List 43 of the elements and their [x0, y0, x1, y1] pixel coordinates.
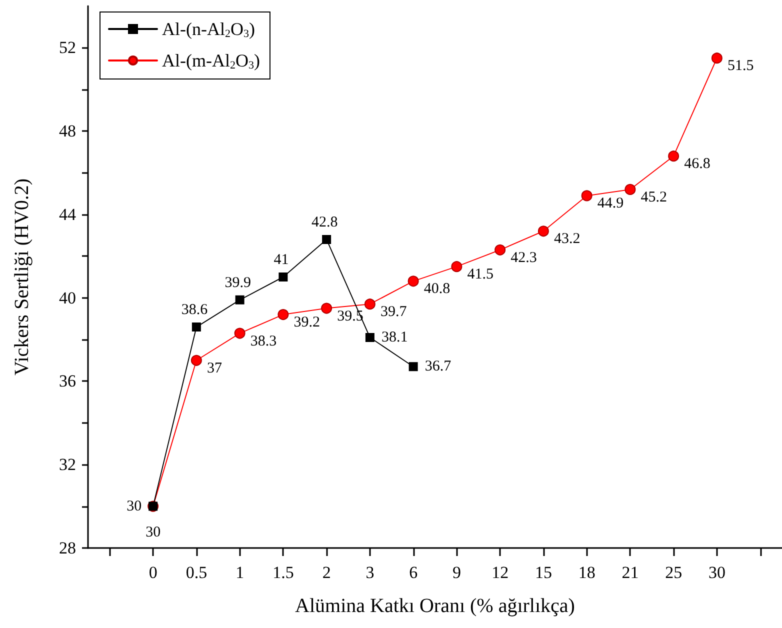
data-label: 44.9 [597, 196, 624, 212]
data-label: 45.2 [640, 189, 667, 206]
x-tick-label: 3 [366, 563, 374, 582]
data-label: 41 [274, 252, 289, 268]
data-label: 39.7 [380, 304, 408, 320]
data-label: 30 [146, 524, 161, 540]
data-label: 41.5 [467, 266, 494, 283]
x-tick-label: 1.5 [272, 563, 294, 582]
x-tick-label: 9 [452, 563, 461, 582]
y-tick-label: 28 [59, 538, 76, 558]
x-tick-label: 21 [622, 563, 639, 582]
data-label: 42.3 [510, 250, 537, 266]
y-tick-label: 44 [59, 204, 76, 224]
x-tick-label: 0.5 [186, 563, 208, 582]
y-tick-label: 52 [59, 38, 76, 58]
data-label: 43.2 [554, 231, 580, 248]
data-label: 39.2 [294, 314, 320, 331]
x-tick-label: 6 [409, 563, 418, 582]
y-tick-label: 32 [59, 455, 76, 474]
data-label: 51.5 [727, 58, 754, 74]
data-label: 30 [126, 498, 142, 514]
x-tick-label: 18 [578, 563, 596, 582]
y-axis-title: Vickers Sertliği (HV0.2) [11, 178, 33, 376]
x-axis-title: Alümina Katkı Oranı (% ağırlıkça) [295, 595, 575, 617]
x-tick-label: 30 [708, 563, 726, 582]
data-label: 46.8 [684, 156, 710, 172]
x-tick-label: 25 [665, 563, 682, 582]
y-tick-label: 48 [59, 122, 76, 141]
x-tick-label: 2 [322, 563, 331, 582]
data-label: 40.8 [424, 281, 450, 298]
data-label: 38.6 [181, 302, 208, 318]
x-tick-label: 1 [236, 563, 244, 582]
data-label: 38.3 [250, 333, 277, 350]
y-tick-label: 40 [59, 288, 76, 308]
data-label: 36.7 [424, 358, 452, 375]
x-tick-label: 15 [534, 563, 552, 582]
data-label: 38.1 [381, 329, 408, 346]
x-tick-label: 12 [492, 563, 509, 582]
data-label: 42.8 [311, 214, 338, 230]
y-tick-label: 36 [59, 372, 76, 391]
data-label: 37 [206, 360, 222, 376]
data-label: 39.9 [224, 274, 251, 291]
x-tick-label: 0 [148, 563, 158, 582]
